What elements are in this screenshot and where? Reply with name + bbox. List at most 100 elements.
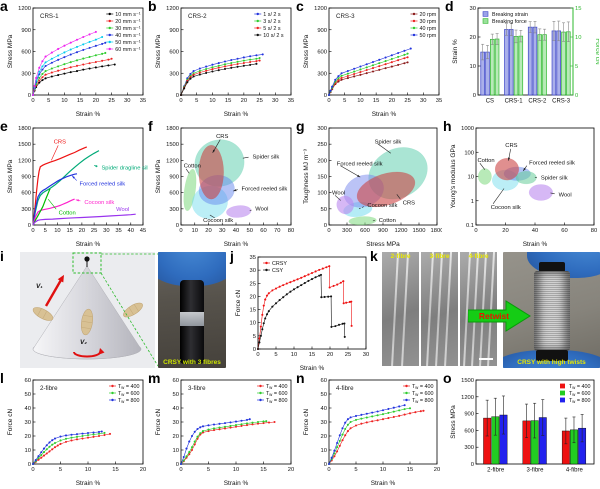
svg-text:Tw = 400: Tw = 400 [412, 384, 433, 390]
svg-text:20: 20 [25, 434, 31, 440]
svg-text:1 s/ 2 s: 1 s/ 2 s [263, 12, 281, 18]
svg-text:200: 200 [317, 158, 327, 164]
svg-text:30 rpm: 30 rpm [420, 19, 437, 25]
svg-text:CRS: CRS [505, 143, 517, 149]
chart-svg-b: 0 5 10 15 20 25 30 35 0 300 600 900 1200 Strain % Stre… [155, 6, 294, 118]
svg-text:15: 15 [407, 467, 413, 473]
sem-label-4-fibre: 4-fibre [468, 253, 489, 260]
svg-text:Tw = 600: Tw = 600 [412, 391, 433, 397]
svg-text:0: 0 [327, 228, 330, 234]
svg-text:20: 20 [205, 228, 211, 234]
svg-text:15: 15 [112, 467, 118, 473]
svg-text:CRS: CRS [403, 200, 415, 206]
svg-text:Strain %: Strain % [76, 111, 101, 118]
svg-text:20: 20 [93, 98, 99, 104]
panel-l: l 0 5 10 15 20 0 10 20 30 40 50 60 Strain % Force cN T… [0, 370, 148, 489]
chart-fibre-comparison-curves: 0 5 10 15 20 25 30 35 40 45 0 300 600 900 1200 1500 1800… [6, 122, 151, 253]
svg-text:Strain %: Strain % [372, 111, 397, 118]
svg-text:60: 60 [561, 228, 567, 234]
svg-text:5: 5 [274, 352, 277, 358]
svg-text:900: 900 [378, 228, 388, 234]
photo-caption: CRSY with 3 fibres [163, 359, 221, 366]
svg-text:250: 250 [317, 142, 327, 148]
spindle-icon [84, 256, 90, 262]
svg-text:1200: 1200 [166, 6, 179, 12]
svg-text:CRS-3: CRS-3 [552, 99, 571, 105]
svg-text:0: 0 [575, 93, 578, 99]
svg-text:30: 30 [173, 420, 179, 426]
spool-cap-bottom [536, 350, 568, 361]
svg-text:Stress MPa: Stress MPa [450, 405, 457, 439]
svg-text:20: 20 [327, 352, 333, 358]
svg-text:10: 10 [54, 228, 60, 234]
svg-text:100: 100 [464, 150, 474, 156]
svg-text:15: 15 [225, 98, 231, 104]
svg-text:1800: 1800 [166, 126, 179, 132]
svg-text:10: 10 [209, 98, 215, 104]
svg-text:40: 40 [25, 406, 31, 412]
svg-text:1: 1 [471, 199, 474, 205]
svg-text:0: 0 [31, 467, 34, 473]
svg-text:Cotton: Cotton [477, 158, 494, 164]
svg-text:20 mm s⁻¹: 20 mm s⁻¹ [115, 19, 141, 25]
chart-stress-strain-crs3: 0 5 10 15 20 25 30 35 0 300 600 900 1200 Strain % Stre… [302, 2, 444, 123]
chart-svg-j: 0 5 10 15 20 25 30 0 5 10 15 20 25 30 35 Strain % Force … [235, 255, 369, 372]
svg-text:1200: 1200 [18, 158, 31, 164]
svg-text:Tw = 600: Tw = 600 [569, 391, 590, 397]
panel-f: f 0 10 20 30 40 50 60 70 80 0 300 600 900 1200 1500 180… [148, 118, 296, 250]
svg-text:20: 20 [502, 228, 508, 234]
svg-text:Tw = 800: Tw = 800 [266, 398, 287, 404]
svg-text:15: 15 [575, 6, 581, 12]
svg-text:CSY: CSY [272, 268, 283, 274]
svg-text:Force cN: Force cN [303, 409, 310, 436]
panel-i: i [0, 248, 228, 372]
svg-text:1500: 1500 [413, 228, 426, 234]
svg-text:3-fibre: 3-fibre [526, 468, 544, 474]
svg-text:1800: 1800 [18, 126, 31, 132]
chart-svg-g: 0 300 600 900 1200 1500 1800 0 50 100 150 200 250 300… [303, 126, 443, 248]
chart-svg-d: CS CRS-1 CRS-2 CRS-3 0 10 20 30 0 5 10 15 Force cN St… [452, 6, 600, 105]
svg-text:5: 5 [343, 98, 346, 104]
svg-text:Tw = 800: Tw = 800 [569, 398, 590, 404]
panel-letter-i: i [0, 248, 4, 264]
svg-text:900: 900 [169, 28, 179, 34]
svg-text:0: 0 [473, 93, 476, 99]
svg-text:CS: CS [486, 99, 494, 105]
svg-text:35: 35 [436, 98, 442, 104]
panel-letter-b: b [148, 0, 157, 14]
svg-text:25: 25 [108, 98, 114, 104]
panel-d: d CS CRS-1 CRS-2 CRS-3 0 10 20 30 0 5 10 15 Force cN… [445, 0, 600, 120]
svg-text:Strain %: Strain % [76, 241, 101, 248]
svg-text:10: 10 [468, 175, 474, 181]
svg-text:1200: 1200 [395, 228, 408, 234]
svg-text:Breaking force: Breaking force [492, 19, 527, 25]
svg-text:Strain %: Strain % [371, 480, 396, 487]
svg-text:300: 300 [169, 71, 179, 77]
panel-letter-d: d [445, 0, 454, 14]
silk-band-on-rod [180, 312, 204, 326]
svg-text:Cotton: Cotton [59, 210, 76, 216]
svg-text:50: 50 [173, 392, 179, 398]
svg-text:600: 600 [169, 191, 179, 197]
chart-crsy-vs-csy: 0 5 10 15 20 25 30 0 5 10 15 20 25 30 35 Strain % Force … [234, 252, 372, 377]
svg-text:Wool: Wool [116, 207, 129, 213]
svg-text:20: 20 [241, 98, 247, 104]
svg-text:30: 30 [250, 268, 256, 274]
svg-text:15: 15 [309, 352, 315, 358]
svg-text:Forced reeled silk: Forced reeled silk [337, 162, 383, 168]
svg-text:0: 0 [324, 93, 327, 99]
svg-text:20: 20 [470, 35, 476, 41]
svg-text:40 mm s⁻¹: 40 mm s⁻¹ [115, 33, 141, 39]
svg-text:50 mm s⁻¹: 50 mm s⁻¹ [115, 40, 141, 46]
svg-text:80: 80 [288, 228, 294, 234]
svg-text:Force cN: Force cN [7, 409, 14, 436]
svg-text:Tw = 400: Tw = 400 [569, 384, 590, 390]
svg-text:30: 30 [25, 420, 31, 426]
cone-schematic-svg: V₁ V₂ [32, 252, 143, 360]
chart-stress-by-fibre-bars: 2-fibre 3-fibre 4-fibre 0 300 600 900 1200 1500 S… [449, 374, 599, 489]
svg-text:30 mm s⁻¹: 30 mm s⁻¹ [115, 26, 141, 32]
svg-text:20: 20 [434, 467, 440, 473]
svg-text:35: 35 [250, 255, 256, 261]
svg-text:45: 45 [140, 228, 146, 234]
svg-text:600: 600 [21, 191, 31, 197]
